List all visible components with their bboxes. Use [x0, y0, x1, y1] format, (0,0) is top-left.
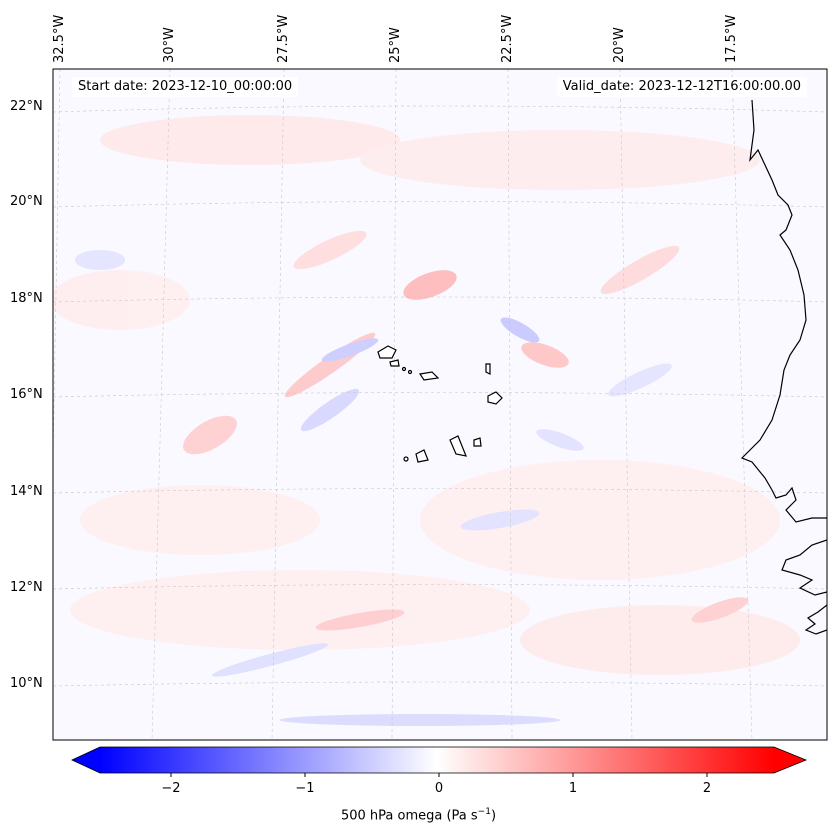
cape-verde-islands [377, 345, 503, 463]
colorbar-tick-2: 2 [702, 781, 712, 796]
lon-label-17-5w: 17.5°W [724, 14, 739, 63]
colorbar-title-end: ) [490, 808, 497, 824]
lon-label-30w: 30°W [162, 27, 177, 63]
colorbar-title-sup: −1 [477, 807, 491, 817]
lat-label-18n: 18°N [10, 291, 43, 306]
lon-label-25w: 25°W [388, 27, 403, 63]
colorbar-tick-neg2: −2 [161, 781, 181, 796]
lon-label-22-5w: 22.5°W [500, 14, 515, 63]
lon-label-20w: 20°W [612, 27, 627, 63]
lat-label-20n: 20°N [10, 194, 43, 209]
lon-label-32-5w: 32.5°W [52, 14, 67, 63]
valid-date-label: Valid_date: 2023-12-12T16:00:00.00 [556, 77, 807, 97]
lat-label-14n: 14°N [10, 484, 43, 499]
colorbar-tick-neg1: −1 [295, 781, 315, 796]
lat-label-16n: 16°N [10, 387, 43, 402]
lat-label-12n: 12°N [10, 580, 43, 595]
lat-label-10n: 10°N [10, 676, 43, 691]
gridlines [53, 69, 827, 740]
map-frame [52, 68, 828, 741]
start-date-label: Start date: 2023-12-10_00:00:00 [72, 77, 299, 97]
colorbar [71, 746, 808, 777]
omega-field [53, 115, 800, 726]
colorbar-title-main: 500 hPa omega (Pa s [340, 808, 478, 824]
colorbar-tick-0: 0 [434, 781, 444, 796]
africa-coastline [740, 99, 827, 635]
colorbar-tick-1: 1 [568, 781, 578, 796]
colorbar-title: 500 hPa omega (Pa s−1) [0, 807, 837, 823]
lon-label-27-5w: 27.5°W [276, 14, 291, 63]
lat-label-22n: 22°N [10, 99, 43, 114]
